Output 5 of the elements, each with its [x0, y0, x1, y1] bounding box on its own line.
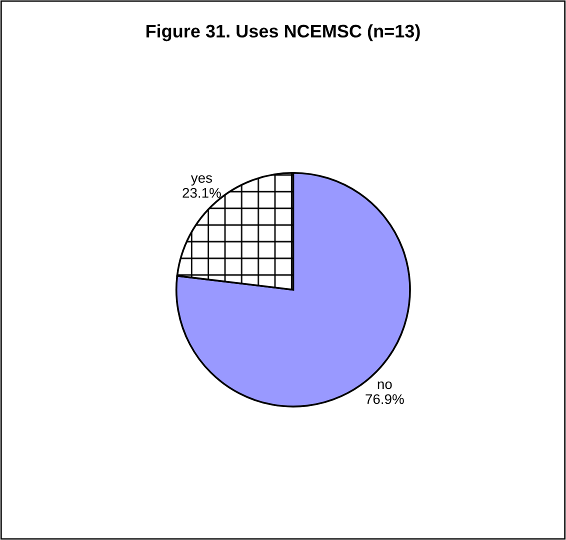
data-label: 76.9%: [366, 394, 404, 404]
chart-title: Figure 31. Uses NCEMSC (n=13): [146, 24, 420, 42]
data-label: 23.1%: [182, 188, 221, 198]
slice-label: yes: [190, 175, 212, 186]
slice-label: no: [378, 381, 392, 390]
